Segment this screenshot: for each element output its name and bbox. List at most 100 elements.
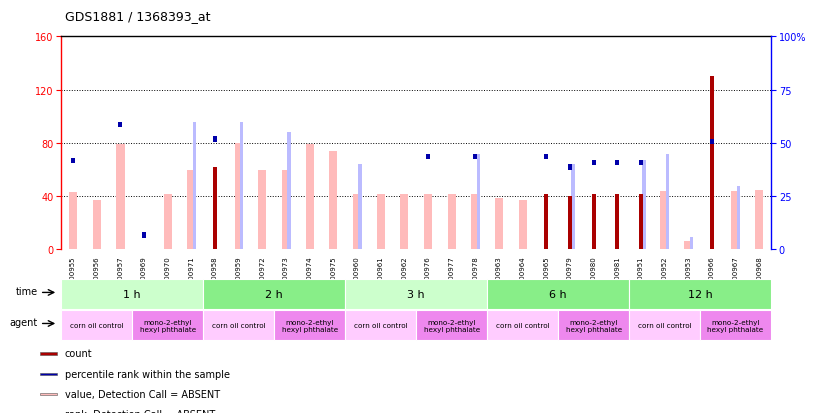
Bar <box>639 161 643 166</box>
Bar <box>213 137 217 142</box>
Bar <box>477 157 480 250</box>
Bar <box>568 165 572 170</box>
Bar <box>737 186 740 191</box>
Bar <box>234 144 243 250</box>
Text: count: count <box>64 349 92 358</box>
Bar <box>544 154 548 159</box>
Text: 3 h: 3 h <box>407 289 425 299</box>
Bar <box>666 157 669 250</box>
Bar <box>258 170 267 250</box>
Bar <box>642 163 645 250</box>
Bar <box>592 194 596 250</box>
Bar <box>471 194 480 250</box>
Bar <box>41 373 57 375</box>
Bar <box>132 311 203 340</box>
Text: 6 h: 6 h <box>549 289 567 299</box>
Bar <box>660 191 669 250</box>
Bar <box>544 194 548 250</box>
Bar <box>571 165 574 170</box>
Bar <box>305 145 314 250</box>
Bar <box>163 194 172 250</box>
Bar <box>345 280 487 309</box>
Text: time: time <box>16 286 38 296</box>
Bar <box>494 198 503 250</box>
Bar <box>571 167 574 250</box>
Bar <box>118 122 122 128</box>
Text: value, Detection Call = ABSENT: value, Detection Call = ABSENT <box>64 389 220 399</box>
Bar <box>400 194 409 250</box>
Bar <box>473 154 477 159</box>
Bar <box>193 125 196 250</box>
Bar <box>329 152 338 250</box>
Bar <box>71 159 75 164</box>
Bar <box>426 154 430 159</box>
Bar <box>345 311 416 340</box>
Bar <box>639 194 643 250</box>
Bar <box>353 194 361 250</box>
Bar <box>69 193 78 250</box>
Bar <box>487 280 629 309</box>
Bar <box>642 161 645 166</box>
Bar <box>41 352 57 355</box>
Bar <box>690 237 693 242</box>
Bar <box>41 393 57 396</box>
Text: 12 h: 12 h <box>688 289 712 299</box>
Text: mono-2-ethyl
hexyl phthalate: mono-2-ethyl hexyl phthalate <box>707 319 764 332</box>
Bar <box>142 233 146 238</box>
Text: mono-2-ethyl
hexyl phthalate: mono-2-ethyl hexyl phthalate <box>282 319 338 332</box>
Text: mono-2-ethyl
hexyl phthalate: mono-2-ethyl hexyl phthalate <box>140 319 196 332</box>
Text: corn oil control: corn oil control <box>70 322 123 328</box>
Bar <box>558 311 629 340</box>
Bar <box>615 194 619 250</box>
Bar <box>274 311 345 340</box>
Bar <box>240 122 243 128</box>
Bar <box>240 125 243 250</box>
Bar <box>92 201 101 250</box>
Text: corn oil control: corn oil control <box>354 322 407 328</box>
Bar <box>376 194 385 250</box>
Bar <box>518 201 527 250</box>
Text: rank, Detection Call = ABSENT: rank, Detection Call = ABSENT <box>64 409 215 413</box>
Bar <box>710 139 714 145</box>
Text: 1 h: 1 h <box>123 289 141 299</box>
Bar <box>203 311 274 340</box>
Bar <box>615 161 619 166</box>
Text: GDS1881 / 1368393_at: GDS1881 / 1368393_at <box>65 10 211 23</box>
Bar <box>684 242 693 250</box>
Bar <box>592 161 596 166</box>
Bar <box>203 280 345 309</box>
Bar <box>358 165 361 170</box>
Bar <box>447 194 456 250</box>
Bar <box>477 154 480 159</box>
Bar <box>568 197 572 250</box>
Bar <box>61 311 132 340</box>
Bar <box>737 189 740 250</box>
Bar <box>487 311 558 340</box>
Bar <box>282 170 290 250</box>
Bar <box>629 280 771 309</box>
Text: 2 h: 2 h <box>265 289 283 299</box>
Bar <box>629 311 700 340</box>
Bar <box>287 135 290 250</box>
Bar <box>710 77 714 250</box>
Text: mono-2-ethyl
hexyl phthalate: mono-2-ethyl hexyl phthalate <box>424 319 480 332</box>
Text: percentile rank within the sample: percentile rank within the sample <box>64 369 230 379</box>
Text: corn oil control: corn oil control <box>212 322 265 328</box>
Bar <box>61 280 203 309</box>
Bar <box>666 154 669 159</box>
Bar <box>287 133 290 138</box>
Text: corn oil control: corn oil control <box>496 322 549 328</box>
Bar <box>116 145 125 250</box>
Bar <box>416 311 487 340</box>
Bar <box>731 191 740 250</box>
Bar <box>755 190 764 250</box>
Bar <box>358 167 361 250</box>
Bar <box>193 122 196 128</box>
Bar <box>187 170 196 250</box>
Text: agent: agent <box>10 317 38 327</box>
Text: mono-2-ethyl
hexyl phthalate: mono-2-ethyl hexyl phthalate <box>565 319 622 332</box>
Text: corn oil control: corn oil control <box>638 322 691 328</box>
Bar <box>700 311 771 340</box>
Bar <box>424 194 432 250</box>
Bar <box>690 240 693 250</box>
